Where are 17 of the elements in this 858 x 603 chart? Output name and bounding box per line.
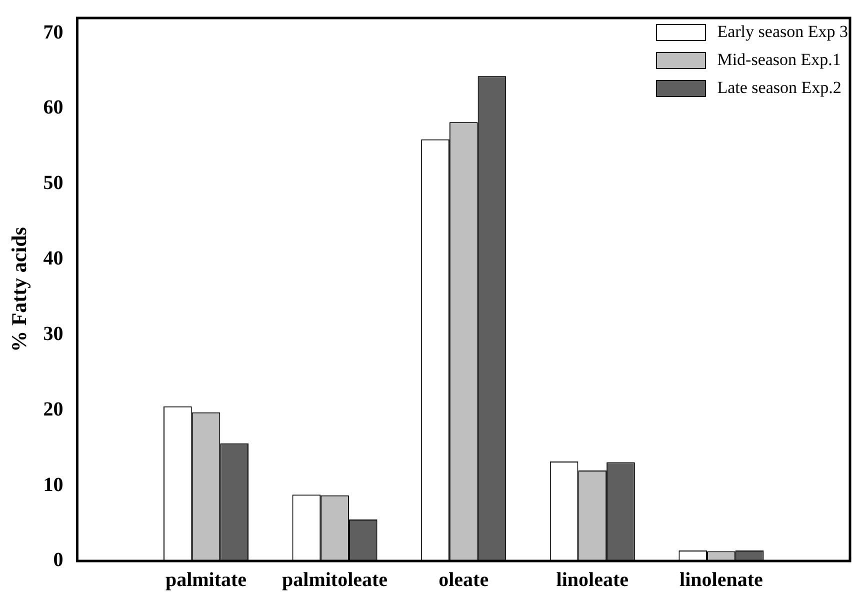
x-tick-label: oleate: [438, 569, 489, 592]
x-tick-label: palmitoleate: [282, 569, 388, 592]
y-tick-label: 50: [43, 172, 64, 194]
y-tick-label: 60: [43, 96, 64, 119]
x-tick-label: linolenate: [680, 569, 763, 592]
y-tick-label: 70: [43, 21, 64, 44]
y-tick-label: 10: [43, 474, 64, 496]
legend-label: Mid-season Exp.1: [717, 49, 841, 71]
x-tick-label: palmitate: [165, 569, 247, 592]
legend-label: Early season Exp 3: [717, 21, 848, 43]
y-tick-label: 30: [43, 322, 64, 345]
y-tick-label: 20: [43, 398, 64, 420]
legend-label: Late season Exp.2: [717, 77, 842, 99]
x-tick-label: linoleate: [556, 569, 629, 592]
y-tick-label: 0: [53, 549, 64, 572]
y-tick-label: 40: [43, 248, 64, 270]
y-axis-title: % Fatty acids: [7, 227, 32, 352]
